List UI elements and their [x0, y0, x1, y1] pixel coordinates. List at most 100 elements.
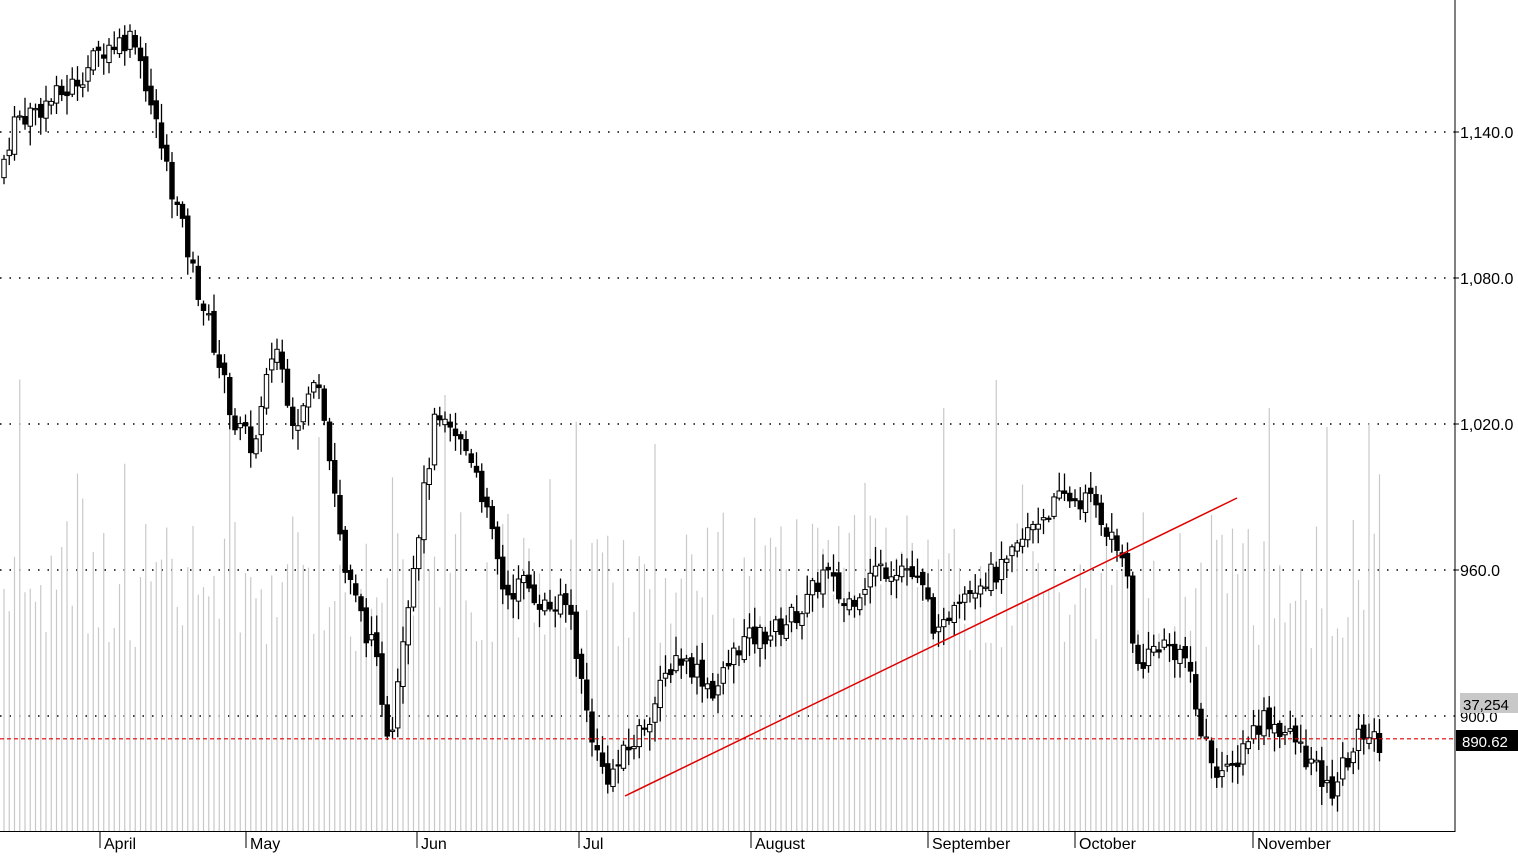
- candle-body-13: [69, 78, 75, 95]
- candle-body-143: [752, 626, 758, 645]
- candle-body-189: [993, 566, 999, 583]
- candle-body-183: [962, 593, 968, 603]
- tag-layer: 37,254 890.62: [1456, 693, 1518, 751]
- candle-body-168: [883, 567, 889, 579]
- candle-body-238: [1250, 725, 1257, 740]
- candle-body-131: [689, 657, 695, 678]
- candle-body-56: [295, 425, 301, 431]
- candle-body-114: [599, 752, 606, 767]
- candle-body-154: [809, 580, 816, 596]
- candle-body-217: [1140, 662, 1146, 669]
- candle-body-120: [631, 746, 637, 750]
- candle-body-253: [1329, 776, 1335, 799]
- candle-body-201: [1056, 490, 1062, 499]
- candle-body-211: [1109, 531, 1115, 540]
- candle-body-187: [983, 586, 989, 589]
- candle-body-33: [174, 201, 180, 205]
- candle-body-19: [101, 54, 107, 59]
- candle-body-159: [836, 572, 842, 600]
- candle-body-148: [778, 618, 784, 635]
- candle-body-34: [179, 203, 186, 219]
- candle-body-125: [657, 679, 663, 709]
- candle-body-24: [127, 30, 133, 50]
- candle-body-35: [185, 215, 191, 258]
- candle-body-55: [290, 406, 296, 427]
- candle-body-26: [137, 47, 144, 62]
- candle-body-218: [1145, 648, 1152, 667]
- candle-body-136: [715, 685, 721, 696]
- candle-body-204: [1072, 498, 1078, 502]
- candle-body-122: [641, 727, 648, 730]
- candle-body-10: [53, 85, 60, 104]
- candle-body-3: [17, 115, 23, 118]
- candle-body-36: [190, 259, 196, 264]
- candle-body-83: [437, 415, 443, 421]
- candle-body-71: [374, 632, 380, 658]
- candle-body-29: [153, 100, 159, 120]
- candle-body-237: [1245, 741, 1251, 750]
- candle-body-164: [862, 588, 868, 595]
- candle-body-46: [242, 422, 249, 427]
- candle-body-99: [521, 574, 527, 584]
- candle-body-170: [893, 574, 900, 581]
- candle-body-142: [746, 627, 753, 639]
- candle-body-198: [1040, 517, 1047, 521]
- candle-body-74: [389, 729, 396, 732]
- candle-body-234: [1229, 762, 1236, 766]
- candle-body-220: [1156, 649, 1162, 653]
- candle-body-95: [500, 556, 506, 590]
- candle-body-70: [368, 634, 375, 641]
- candle-body-147: [773, 619, 779, 633]
- candle-body-135: [710, 680, 716, 699]
- candle-body-40: [211, 310, 217, 353]
- candle-body-61: [321, 388, 327, 421]
- candle-body-59: [311, 382, 317, 393]
- candle-body-186: [977, 585, 984, 595]
- candle-body-123: [647, 723, 653, 733]
- month-label-5: September: [932, 836, 1011, 853]
- candle-body-6: [32, 108, 39, 111]
- candle-body-173: [909, 566, 915, 578]
- candle-body-262: [1376, 733, 1383, 753]
- candle-body-8: [43, 100, 49, 119]
- candle-body-239: [1256, 725, 1262, 735]
- candle-body-108: [568, 604, 574, 615]
- candle-body-22: [116, 37, 123, 55]
- candle-body-235: [1235, 762, 1241, 768]
- candle-body-222: [1166, 644, 1173, 647]
- candle-body-167: [878, 563, 884, 567]
- candle-body-257: [1350, 751, 1356, 764]
- candle-body-39: [206, 313, 212, 316]
- candle-body-96: [505, 584, 511, 596]
- candle-body-18: [95, 46, 102, 51]
- candle-body-63: [332, 460, 338, 494]
- candle-body-66: [347, 570, 354, 581]
- candle-body-226: [1187, 661, 1194, 672]
- candle-body-195: [1025, 527, 1031, 541]
- candle-body-156: [820, 569, 826, 595]
- candle-body-208: [1093, 494, 1099, 506]
- candle-body-246: [1292, 725, 1299, 743]
- candle-body-32: [169, 161, 175, 200]
- candle-body-65: [342, 529, 348, 573]
- candle-body-130: [683, 658, 690, 662]
- candle-body-258: [1355, 728, 1362, 751]
- candle-body-221: [1161, 639, 1167, 648]
- candle-body-119: [626, 746, 632, 751]
- candle-body-38: [200, 303, 207, 312]
- candle-body-85: [447, 421, 453, 428]
- candle-body-28: [148, 85, 154, 106]
- candle-body-80: [421, 482, 427, 541]
- candle-body-152: [799, 613, 805, 626]
- candle-body-200: [1051, 496, 1057, 517]
- candle-body-161: [846, 598, 852, 611]
- candle-body-171: [899, 565, 905, 578]
- y-tick-label-1: 1,020.0: [1460, 417, 1513, 434]
- candle-body-64: [337, 495, 343, 535]
- candle-body-155: [815, 582, 821, 592]
- candle-body-241: [1266, 707, 1272, 730]
- candle-body-51: [269, 358, 275, 371]
- candle-body-206: [1082, 492, 1089, 513]
- candle-body-212: [1114, 535, 1120, 551]
